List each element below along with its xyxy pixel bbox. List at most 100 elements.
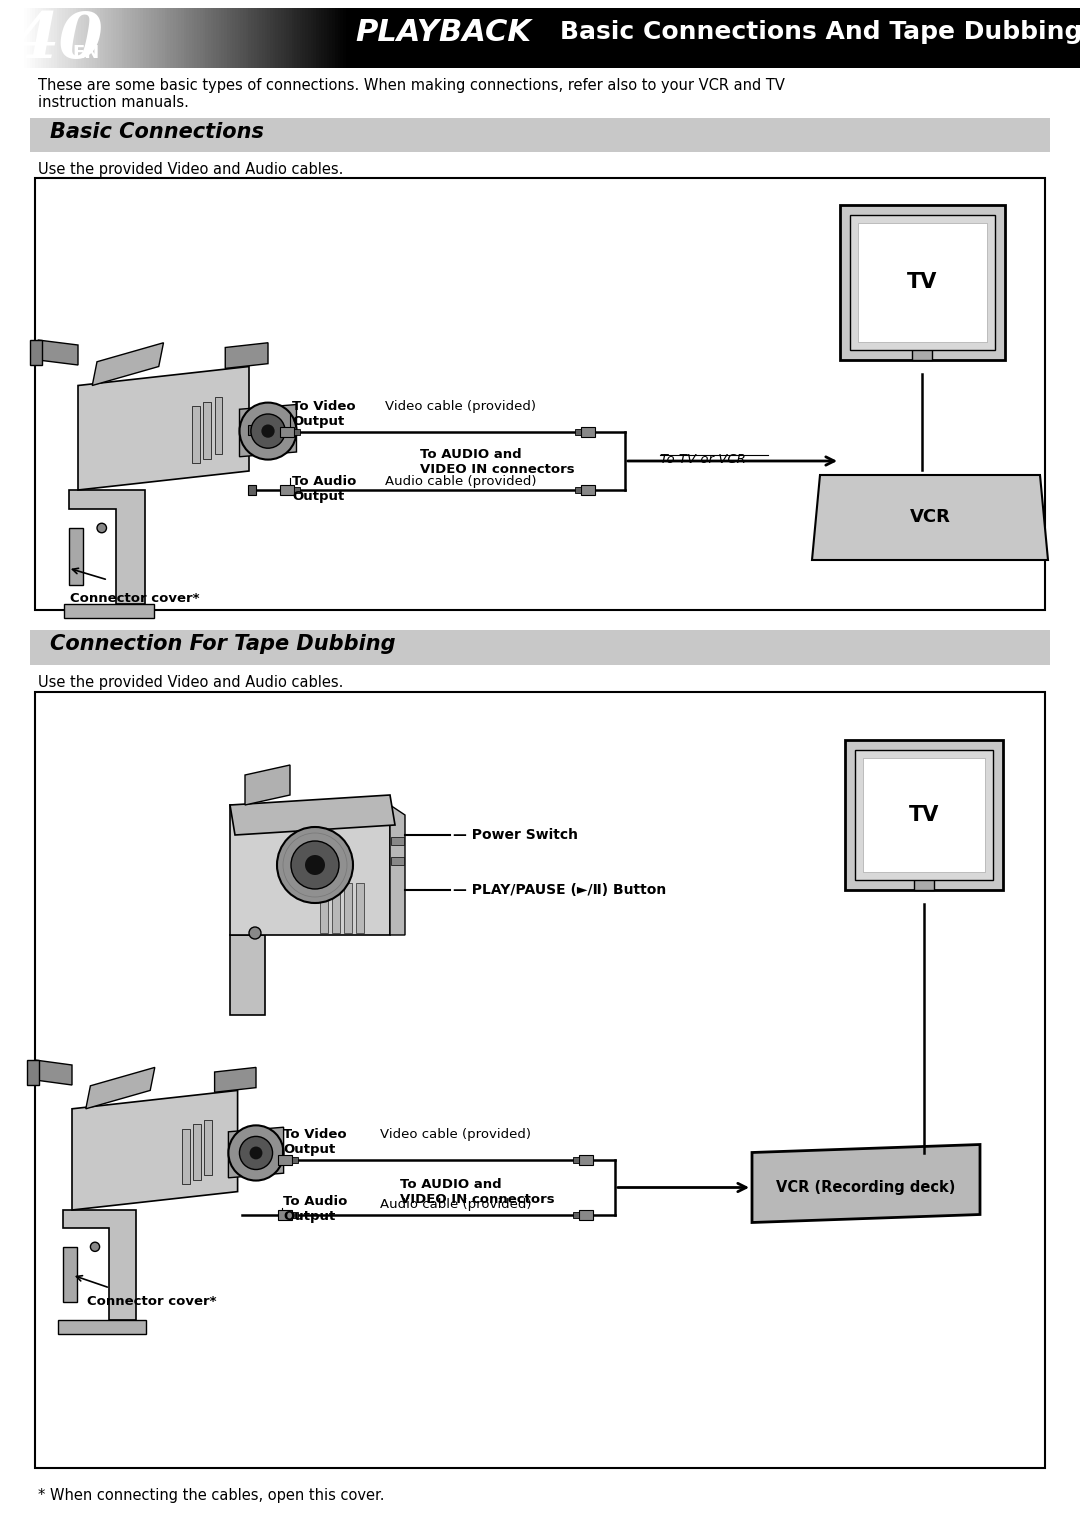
Bar xyxy=(248,484,256,495)
Bar xyxy=(286,8,289,67)
Bar xyxy=(981,8,983,67)
Bar xyxy=(862,8,864,67)
Bar xyxy=(221,8,225,67)
Bar xyxy=(402,8,405,67)
Bar xyxy=(457,8,459,67)
Bar xyxy=(389,8,392,67)
Bar xyxy=(181,8,184,67)
Bar xyxy=(2,8,5,67)
Polygon shape xyxy=(226,343,268,368)
Bar xyxy=(909,8,913,67)
Bar xyxy=(475,8,478,67)
Bar xyxy=(65,8,68,67)
Bar xyxy=(302,8,306,67)
Bar xyxy=(427,8,430,67)
Bar xyxy=(154,8,157,67)
Bar xyxy=(508,8,511,67)
Bar xyxy=(754,8,756,67)
Polygon shape xyxy=(63,1246,77,1302)
Bar xyxy=(799,8,802,67)
Bar xyxy=(732,8,734,67)
Circle shape xyxy=(240,403,297,460)
Bar xyxy=(937,8,940,67)
Bar xyxy=(446,8,448,67)
Bar xyxy=(108,8,111,67)
Text: TV: TV xyxy=(907,271,937,291)
Bar xyxy=(30,8,32,67)
Bar xyxy=(1039,8,1042,67)
Bar xyxy=(863,757,985,872)
Bar xyxy=(320,883,328,934)
Bar xyxy=(626,8,630,67)
Polygon shape xyxy=(72,1090,238,1210)
Bar xyxy=(743,8,745,67)
Bar xyxy=(468,8,470,67)
Polygon shape xyxy=(92,343,163,385)
Bar xyxy=(1024,8,1026,67)
Bar xyxy=(30,340,42,365)
Bar xyxy=(999,8,1002,67)
Bar xyxy=(902,8,905,67)
Bar xyxy=(585,8,589,67)
Bar xyxy=(35,8,38,67)
Bar xyxy=(1034,8,1037,67)
Bar xyxy=(197,8,200,67)
Bar xyxy=(786,8,788,67)
Bar xyxy=(1015,8,1018,67)
Bar xyxy=(522,8,524,67)
Bar xyxy=(45,8,49,67)
Bar xyxy=(576,8,578,67)
Bar xyxy=(1056,8,1058,67)
Bar xyxy=(886,8,889,67)
Bar xyxy=(416,8,419,67)
Bar xyxy=(13,8,16,67)
Bar xyxy=(599,8,603,67)
Bar xyxy=(613,8,616,67)
Circle shape xyxy=(305,855,325,875)
Bar xyxy=(92,8,95,67)
Bar xyxy=(896,8,900,67)
Bar xyxy=(653,8,657,67)
Circle shape xyxy=(91,1242,99,1251)
Bar xyxy=(337,8,340,67)
Bar xyxy=(564,8,567,67)
Bar xyxy=(581,8,583,67)
Bar xyxy=(138,8,140,67)
Bar xyxy=(265,8,268,67)
Bar xyxy=(391,837,404,845)
Bar xyxy=(1013,8,1015,67)
Bar xyxy=(801,8,805,67)
Bar xyxy=(575,487,581,494)
Bar xyxy=(143,8,146,67)
Bar xyxy=(942,8,945,67)
Bar xyxy=(920,8,923,67)
Bar xyxy=(899,8,902,67)
Bar xyxy=(959,8,961,67)
Polygon shape xyxy=(230,796,395,835)
Polygon shape xyxy=(812,475,1048,560)
Bar xyxy=(891,8,894,67)
Bar xyxy=(907,8,910,67)
Polygon shape xyxy=(230,805,390,935)
Bar xyxy=(294,429,300,435)
Text: TV: TV xyxy=(908,805,940,825)
Bar xyxy=(859,8,862,67)
Bar xyxy=(518,8,522,67)
Text: instruction manuals.: instruction manuals. xyxy=(38,95,189,110)
Bar xyxy=(570,8,572,67)
Bar xyxy=(218,8,221,67)
Bar xyxy=(545,8,549,67)
Bar xyxy=(18,8,22,67)
Bar xyxy=(697,8,700,67)
Text: To AUDIO and
VIDEO IN connectors: To AUDIO and VIDEO IN connectors xyxy=(420,448,575,477)
Bar xyxy=(707,8,711,67)
Bar xyxy=(661,8,664,67)
Bar xyxy=(702,8,705,67)
Bar xyxy=(607,8,610,67)
Polygon shape xyxy=(68,527,83,586)
Bar xyxy=(589,8,592,67)
Bar xyxy=(0,8,3,67)
Bar xyxy=(632,8,635,67)
Bar xyxy=(923,8,927,67)
Bar xyxy=(562,8,565,67)
